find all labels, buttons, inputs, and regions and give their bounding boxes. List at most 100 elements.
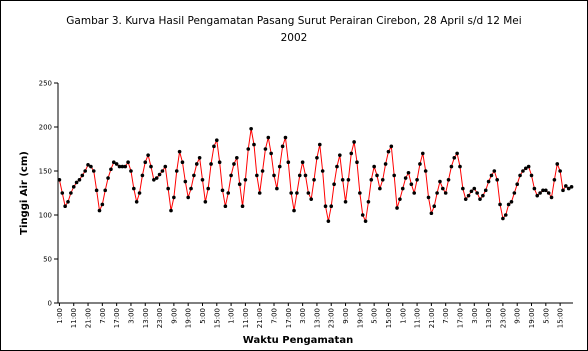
data-point (398, 197, 402, 201)
x-tick-label: 13:00 (142, 308, 150, 328)
data-point (123, 164, 128, 169)
data-point (194, 162, 199, 166)
data-point (71, 185, 76, 189)
data-point (97, 208, 102, 213)
data-point (280, 144, 285, 149)
data-point (140, 173, 145, 178)
data-point (523, 166, 528, 171)
x-tick-label: 9:00 (170, 308, 178, 324)
x-tick-label: 17:00 (113, 308, 121, 328)
data-point (515, 182, 520, 186)
data-point (60, 191, 65, 195)
data-point (420, 151, 425, 156)
data-point (91, 169, 96, 173)
data-point (186, 195, 190, 200)
data-point (546, 191, 551, 195)
data-point (223, 204, 228, 208)
data-point (306, 191, 311, 195)
y-tick-label: 200 (39, 124, 52, 132)
y-tick-label: 100 (39, 212, 52, 220)
data-point (403, 176, 408, 180)
x-tick-label: 3:00 (471, 308, 479, 324)
data-point (463, 197, 468, 201)
data-point (154, 176, 159, 180)
x-tick-label: 5:00 (371, 308, 379, 324)
data-point (317, 142, 322, 147)
data-point (549, 195, 554, 200)
x-tick-label: 19:00 (185, 308, 193, 328)
data-point (243, 178, 248, 182)
data-point (149, 164, 153, 169)
data-point (169, 208, 173, 213)
data-point (309, 197, 314, 201)
data-point (352, 140, 356, 144)
data-point (435, 191, 439, 195)
data-point (252, 142, 256, 147)
x-tick-label: 23:00 (328, 308, 336, 328)
data-point (438, 179, 442, 184)
x-tick-label: 7:00 (442, 308, 450, 324)
data-point (466, 193, 471, 198)
data-point (443, 191, 448, 195)
data-point (315, 156, 319, 160)
data-point (232, 162, 236, 166)
x-tick-label: 5:00 (542, 308, 550, 324)
data-point (375, 173, 379, 178)
data-point (541, 188, 545, 193)
data-point (152, 178, 156, 182)
chart-title: Gambar 3. Kurva Hasil Pengamatan Pasang … (66, 15, 522, 44)
x-tick-label: 5:00 (199, 308, 207, 324)
x-tick-label: 23:00 (156, 308, 164, 328)
tide-line (58, 128, 572, 223)
x-tick-label: 23:00 (499, 308, 507, 328)
data-point (269, 151, 273, 156)
data-point (192, 173, 196, 178)
data-point (335, 164, 339, 169)
data-point (472, 186, 477, 191)
data-point (518, 173, 522, 178)
data-point (129, 169, 133, 173)
data-point (418, 162, 422, 166)
y-tick-label: 150 (39, 168, 52, 176)
data-point (501, 216, 505, 221)
data-point (303, 173, 308, 178)
data-point (426, 195, 431, 200)
data-point (566, 186, 571, 191)
data-point (166, 186, 170, 191)
data-point (226, 191, 231, 195)
data-point (126, 160, 130, 164)
data-point (323, 204, 328, 208)
data-point (340, 178, 345, 182)
data-point (561, 188, 565, 193)
data-point (106, 176, 110, 180)
data-point (552, 178, 557, 182)
data-point (220, 188, 225, 193)
data-point (406, 170, 411, 175)
data-point (77, 178, 82, 182)
data-point (249, 126, 253, 131)
data-point (197, 156, 202, 160)
x-tick-label: 15:00 (213, 308, 221, 328)
x-tick-label: 1:00 (228, 308, 236, 324)
data-point (257, 191, 262, 195)
data-point (143, 160, 148, 164)
data-point (380, 178, 385, 182)
x-tick-label: 19:00 (356, 308, 364, 328)
data-point (569, 185, 574, 189)
data-point (235, 156, 239, 160)
data-point (360, 213, 365, 217)
data-point (492, 169, 497, 173)
x-tick-label: 19:00 (528, 308, 536, 328)
data-point (172, 195, 176, 200)
x-tick-label: 1:00 (399, 308, 407, 324)
data-point (461, 186, 465, 191)
x-tick-label: 21:00 (428, 308, 436, 328)
y-tick-label: 0 (48, 300, 52, 308)
x-tick-label: 11:00 (414, 308, 422, 328)
data-point (320, 169, 325, 173)
data-point (217, 160, 222, 164)
data-point (486, 179, 491, 184)
x-tick-label: 11:00 (242, 308, 250, 328)
data-point (521, 169, 525, 173)
